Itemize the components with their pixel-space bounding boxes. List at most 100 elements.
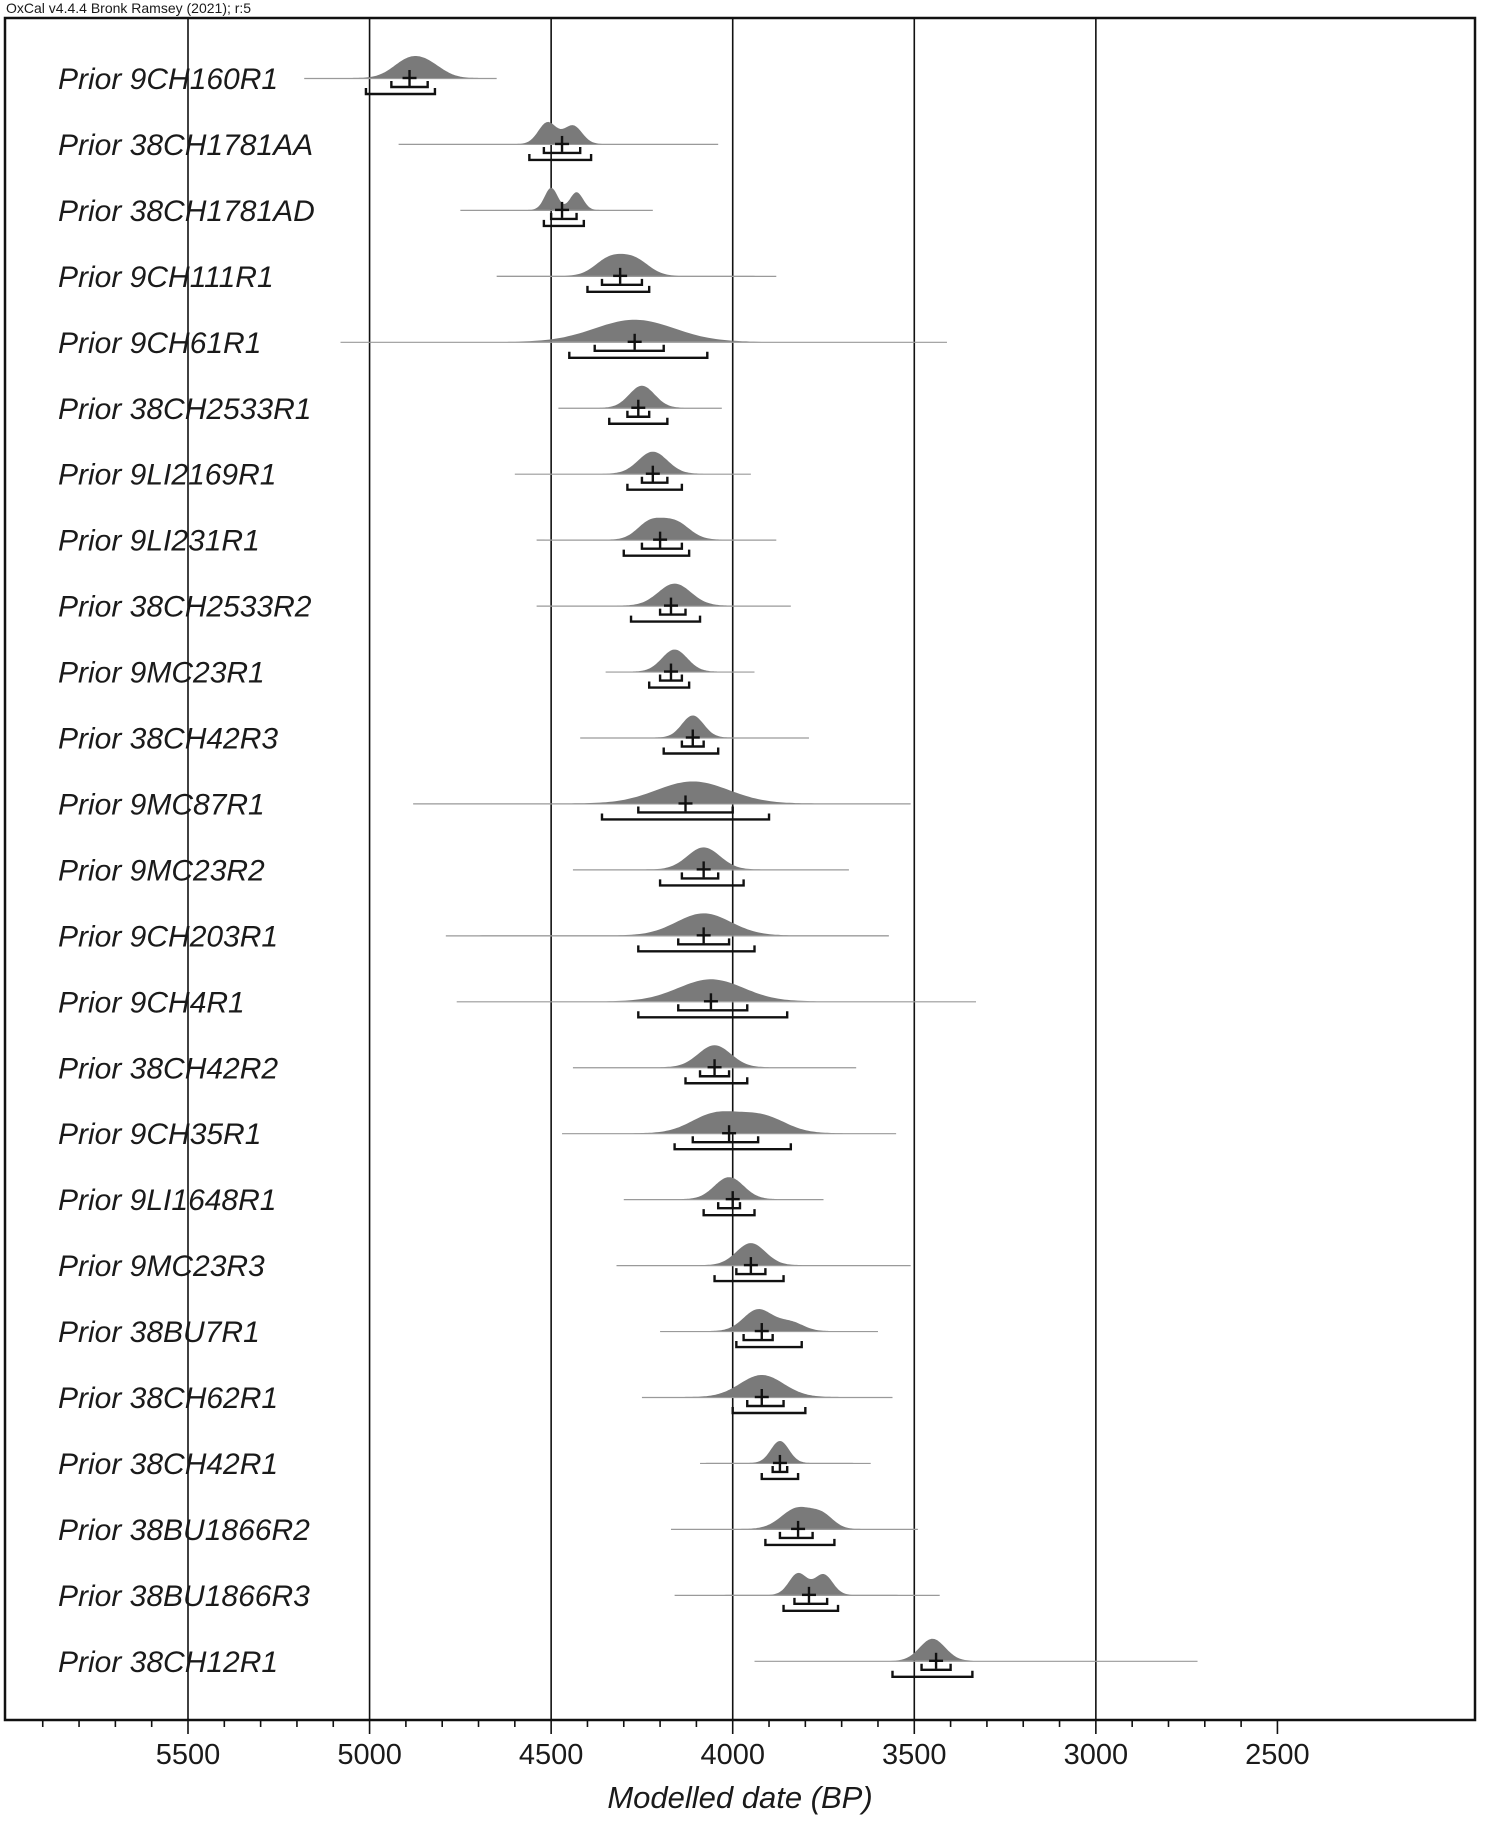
posterior-distribution	[700, 1441, 871, 1463]
range-95-bracket	[637, 1011, 789, 1019]
row-label: Prior 9CH35R1	[58, 1118, 261, 1151]
range-95-bracket	[600, 813, 771, 821]
row-prior-38bu1866r3: Prior 38BU1866R3	[58, 1572, 940, 1613]
row-prior-9li231r1: Prior 9LI231R1	[58, 517, 777, 558]
posterior-distribution	[580, 715, 809, 738]
range-68-bracket	[626, 410, 651, 418]
posterior-distribution	[536, 517, 777, 540]
row-label: Prior 38BU1866R2	[58, 1514, 310, 1547]
range-68-bracket	[746, 1400, 785, 1408]
range-68-bracket	[742, 1334, 774, 1342]
range-95-bracket	[637, 945, 756, 953]
range-95-bracket	[673, 1143, 793, 1151]
row-label: Prior 9MC23R3	[58, 1250, 265, 1283]
range-68-bracket	[735, 1268, 767, 1276]
range-95-bracket	[629, 615, 702, 623]
posterior-distribution	[572, 847, 849, 870]
row-label: Prior 38CH62R1	[58, 1382, 278, 1415]
range-68-bracket	[640, 542, 684, 550]
row-label: Prior 38CH12R1	[58, 1646, 278, 1679]
range-68-bracket	[658, 608, 687, 616]
row-prior-9ch160r1: Prior 9CH160R1	[58, 56, 497, 96]
plot-frame	[3, 16, 1477, 1722]
row-label: Prior 38BU1866R3	[58, 1580, 310, 1613]
posterior-distribution	[562, 1111, 897, 1134]
range-68-bracket	[680, 872, 720, 880]
posterior-distribution	[641, 1375, 893, 1397]
range-68-bracket	[680, 740, 705, 748]
x-axis-title: Modelled date (BP)	[607, 1780, 872, 1815]
range-95-bracket	[647, 681, 691, 689]
row-label: Prior 9MC23R2	[58, 854, 265, 887]
row-label: Prior 38CH2533R2	[58, 591, 312, 624]
range-68-bracket	[691, 1136, 760, 1144]
posterior-distribution	[605, 649, 755, 672]
range-95-bracket	[891, 1670, 974, 1678]
range-95-bracket	[760, 1472, 800, 1481]
row-prior-38ch2533r1: Prior 38CH2533R1	[58, 385, 722, 426]
posterior-distribution	[616, 1243, 911, 1266]
row-prior-9mc23r3: Prior 9MC23R3	[58, 1243, 911, 1283]
posterior-distribution	[623, 1177, 824, 1200]
row-prior-9mc23r1: Prior 9MC23R1	[58, 649, 755, 690]
row-label: Prior 38CH1781AA	[58, 129, 313, 162]
range-95-bracket	[622, 549, 691, 557]
range-95-bracket	[568, 351, 709, 359]
posterior-distribution	[674, 1572, 940, 1595]
row-label: Prior 9MC23R1	[58, 657, 265, 690]
row-prior-9li2169r1: Prior 9LI2169R1	[58, 451, 751, 492]
range-68-bracket	[677, 938, 731, 946]
range-68-bracket	[600, 278, 644, 287]
range-95-bracket	[364, 88, 437, 96]
range-68-bracket	[640, 476, 669, 484]
range-68-bracket	[549, 212, 578, 221]
posterior-distribution	[460, 187, 653, 210]
range-68-bracket	[593, 344, 665, 352]
row-prior-9li1648r1: Prior 9LI1648R1	[58, 1177, 824, 1217]
posterior-distribution	[660, 1309, 878, 1332]
row-label: Prior 38CH2533R1	[58, 393, 311, 426]
row-prior-38ch42r3: Prior 38CH42R3	[58, 715, 809, 756]
x-tick-label: 3000	[1064, 1739, 1129, 1771]
row-prior-9mc23r2: Prior 9MC23R2	[58, 847, 849, 887]
range-95-bracket	[764, 1538, 836, 1547]
row-prior-38ch2533r2: Prior 38CH2533R2	[58, 583, 791, 624]
x-tick-label: 2500	[1245, 1739, 1310, 1771]
range-95-bracket	[658, 879, 745, 887]
row-label: Prior 9MC87R1	[58, 788, 265, 821]
posterior-distribution	[558, 385, 722, 408]
row-label: Prior 9CH111R1	[58, 261, 274, 294]
row-prior-38ch12r1: Prior 38CH12R1	[58, 1638, 1198, 1679]
range-95-bracket	[528, 153, 593, 162]
range-95-bracket	[626, 483, 684, 491]
range-95-bracket	[713, 1275, 785, 1283]
range-68-bracket	[920, 1663, 952, 1671]
distribution-rows: Prior 9CH160R1 Prior 38CH1781AA Prior 38CH…	[58, 56, 1198, 1679]
range-95-bracket	[662, 747, 720, 755]
range-95-bracket	[782, 1604, 840, 1613]
row-prior-9ch61r1: Prior 9CH61R1	[58, 319, 947, 360]
range-68-bracket	[677, 1004, 749, 1012]
row-prior-38ch62r1: Prior 38CH62R1	[58, 1375, 893, 1415]
x-tick-label: 4500	[519, 1739, 584, 1771]
row-label: Prior 9CH160R1	[58, 63, 278, 96]
range-68-bracket	[698, 1070, 731, 1078]
x-tick-label: 5500	[156, 1739, 221, 1771]
row-label: Prior 9CH61R1	[58, 327, 261, 360]
posterior-distribution	[413, 781, 911, 804]
posterior-distribution	[445, 913, 889, 936]
row-prior-9ch111r1: Prior 9CH111R1	[58, 253, 777, 294]
posterior-distribution	[304, 56, 497, 78]
row-label: Prior 38CH42R3	[58, 723, 278, 756]
range-68-bracket	[716, 1202, 742, 1210]
row-label: Prior 9LI1648R1	[58, 1184, 276, 1217]
x-tick-label: 4000	[700, 1739, 765, 1771]
row-label: Prior 38CH42R1	[58, 1448, 278, 1481]
range-68-bracket	[771, 1465, 789, 1474]
posterior-distribution	[671, 1506, 918, 1529]
posterior-distribution	[536, 583, 791, 606]
x-axis: 5500 5000 4500 4000 3500 3000 2500	[41, 1720, 1310, 1771]
x-tick-label: 5000	[337, 1739, 402, 1771]
